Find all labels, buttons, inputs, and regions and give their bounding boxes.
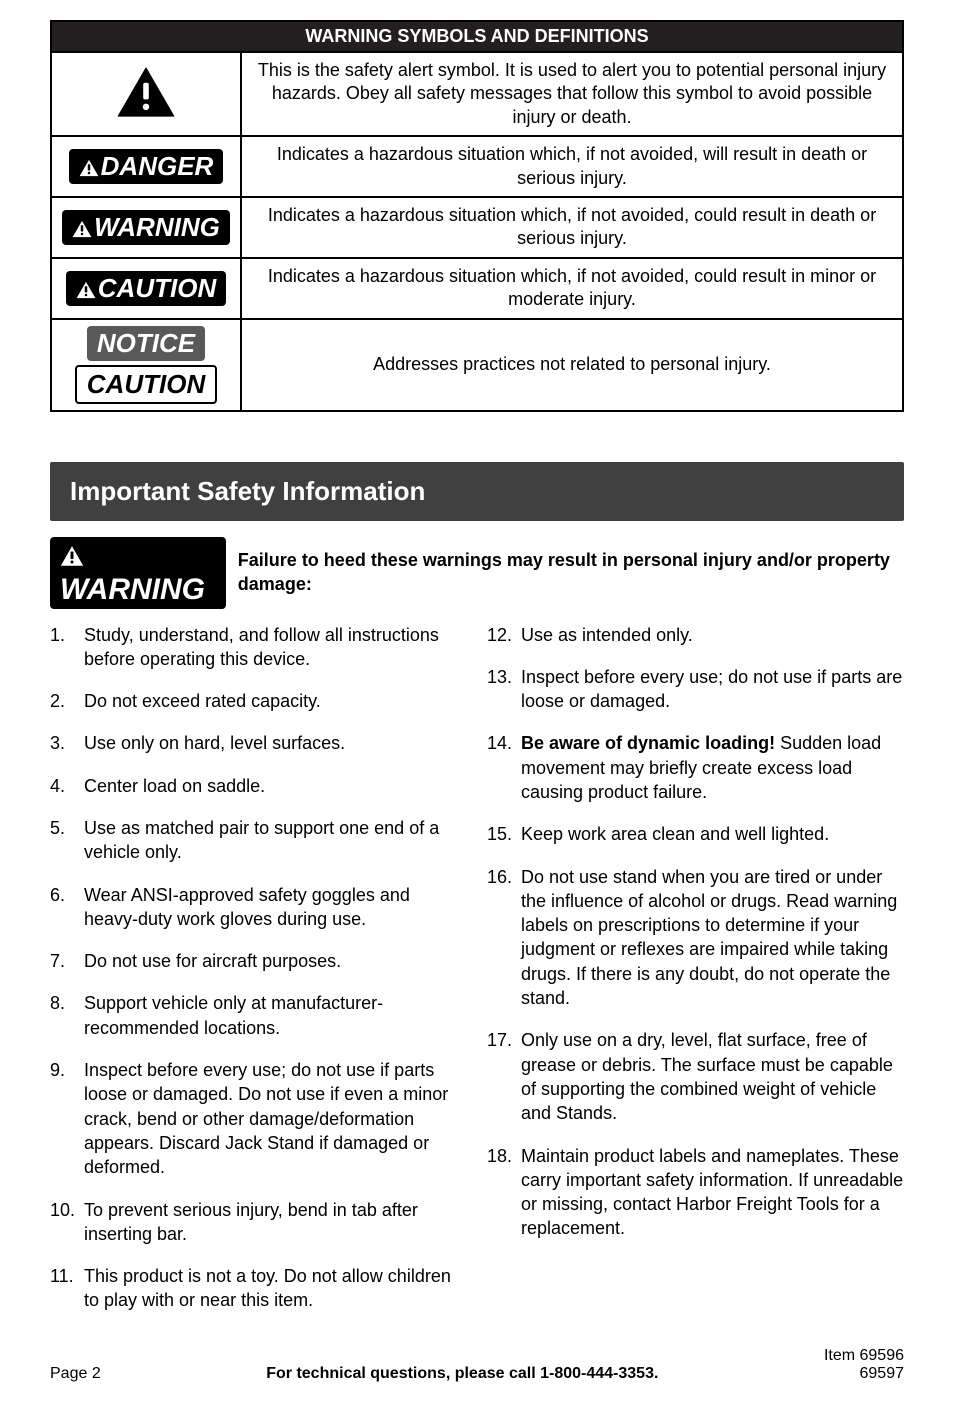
alert-triangle-icon	[72, 220, 92, 238]
left-column: 1.Study, understand, and follow all inst…	[50, 623, 467, 1331]
list-number: 8.	[50, 991, 84, 1040]
list-item: 12.Use as intended only.	[487, 623, 904, 647]
alert-triangle-icon	[79, 159, 99, 177]
caution-white-badge: CAUTION	[75, 365, 217, 404]
warning-desc: Indicates a hazardous situation which, i…	[241, 258, 903, 319]
list-item: 9.Inspect before every use; do not use i…	[50, 1058, 467, 1179]
inline-warning-text: Failure to heed these warnings may resul…	[238, 549, 904, 596]
list-body: To prevent serious injury, bend in tab a…	[84, 1198, 467, 1247]
list-body: Do not use for aircraft purposes.	[84, 949, 467, 973]
list-body: Do not use stand when you are tired or u…	[521, 865, 904, 1011]
table-row: WARNING Indicates a hazardous situation …	[51, 197, 903, 258]
warning-table-header: WARNING SYMBOLS AND DEFINITIONS	[51, 21, 903, 52]
list-body: Use only on hard, level surfaces.	[84, 731, 467, 755]
list-number: 5.	[50, 816, 84, 865]
warning-label: WARNING	[94, 212, 220, 242]
danger-badge-cell: DANGER	[51, 136, 241, 197]
warning-badge: WARNING	[62, 210, 230, 245]
list-body: Maintain product labels and nameplates. …	[521, 1144, 904, 1241]
warning-badge-cell: WARNING	[51, 197, 241, 258]
list-body: Inspect before every use; do not use if …	[521, 665, 904, 714]
list-number: 3.	[50, 731, 84, 755]
list-item: 2.Do not exceed rated capacity.	[50, 689, 467, 713]
list-item: 8.Support vehicle only at manufacturer-r…	[50, 991, 467, 1040]
list-number: 17.	[487, 1028, 521, 1125]
list-item: 11.This product is not a toy. Do not all…	[50, 1264, 467, 1313]
list-number: 12.	[487, 623, 521, 647]
alert-triangle-cell	[51, 52, 241, 136]
list-number: 16.	[487, 865, 521, 1011]
list-body: Center load on saddle.	[84, 774, 467, 798]
list-item: 4.Center load on saddle.	[50, 774, 467, 798]
warning-desc: Addresses practices not related to perso…	[241, 319, 903, 411]
warning-desc: This is the safety alert symbol. It is u…	[241, 52, 903, 136]
safety-list-columns: 1.Study, understand, and follow all inst…	[50, 623, 904, 1331]
list-body: This product is not a toy. Do not allow …	[84, 1264, 467, 1313]
alert-triangle-icon	[116, 66, 176, 118]
list-body: Be aware of dynamic loading! Sudden load…	[521, 731, 904, 804]
footer-item-numbers: Item 69596 69597	[824, 1347, 904, 1383]
inline-warning: WARNING Failure to heed these warnings m…	[50, 537, 904, 609]
list-body: Use as intended only.	[521, 623, 904, 647]
list-number: 7.	[50, 949, 84, 973]
warning-symbols-table: WARNING SYMBOLS AND DEFINITIONS This is …	[50, 20, 904, 412]
alert-triangle-icon	[60, 545, 84, 567]
list-number: 6.	[50, 883, 84, 932]
alert-triangle-icon	[76, 281, 96, 299]
list-number: 18.	[487, 1144, 521, 1241]
list-item: 10.To prevent serious injury, bend in ta…	[50, 1198, 467, 1247]
list-item: 15.Keep work area clean and well lighted…	[487, 822, 904, 846]
list-number: 1.	[50, 623, 84, 672]
table-row: This is the safety alert symbol. It is u…	[51, 52, 903, 136]
warning-desc: Indicates a hazardous situation which, i…	[241, 197, 903, 258]
list-item: 6.Wear ANSI-approved safety goggles and …	[50, 883, 467, 932]
list-body: Do not exceed rated capacity.	[84, 689, 467, 713]
list-body: Support vehicle only at manufacturer-rec…	[84, 991, 467, 1040]
list-number: 11.	[50, 1264, 84, 1313]
list-number: 4.	[50, 774, 84, 798]
list-number: 13.	[487, 665, 521, 714]
list-number: 15.	[487, 822, 521, 846]
danger-label: DANGER	[101, 151, 214, 181]
caution-badge: CAUTION	[66, 271, 226, 306]
table-row: NOTICE CAUTION Addresses practices not r…	[51, 319, 903, 411]
list-body: Wear ANSI-approved safety goggles and he…	[84, 883, 467, 932]
footer-phone: For technical questions, please call 1-8…	[101, 1365, 824, 1383]
notice-badge-cell: NOTICE CAUTION	[51, 319, 241, 411]
list-body: Only use on a dry, level, flat surface, …	[521, 1028, 904, 1125]
list-body: Study, understand, and follow all instru…	[84, 623, 467, 672]
caution-label: CAUTION	[98, 273, 216, 303]
list-body: Inspect before every use; do not use if …	[84, 1058, 467, 1179]
section-title: Important Safety Information	[50, 462, 904, 521]
right-column: 12.Use as intended only.13.Inspect befor…	[487, 623, 904, 1331]
warning-desc: Indicates a hazardous situation which, i…	[241, 136, 903, 197]
list-item: 1.Study, understand, and follow all inst…	[50, 623, 467, 672]
inline-warning-badge: WARNING	[50, 537, 226, 609]
list-item: 17.Only use on a dry, level, flat surfac…	[487, 1028, 904, 1125]
list-number: 14.	[487, 731, 521, 804]
danger-badge: DANGER	[69, 149, 224, 184]
list-item: 3.Use only on hard, level surfaces.	[50, 731, 467, 755]
list-number: 2.	[50, 689, 84, 713]
caution-badge-cell: CAUTION	[51, 258, 241, 319]
table-row: DANGER Indicates a hazardous situation w…	[51, 136, 903, 197]
list-number: 10.	[50, 1198, 84, 1247]
list-item: 5.Use as matched pair to support one end…	[50, 816, 467, 865]
table-row: CAUTION Indicates a hazardous situation …	[51, 258, 903, 319]
footer-page: Page 2	[50, 1365, 101, 1383]
list-item: 16.Do not use stand when you are tired o…	[487, 865, 904, 1011]
list-item: 7.Do not use for aircraft purposes.	[50, 949, 467, 973]
notice-badge: NOTICE	[87, 326, 205, 361]
page-footer: Page 2 For technical questions, please c…	[50, 1347, 904, 1383]
inline-warning-label: WARNING	[60, 573, 205, 606]
list-item: 13.Inspect before every use; do not use …	[487, 665, 904, 714]
list-item: 14.Be aware of dynamic loading! Sudden l…	[487, 731, 904, 804]
list-body: Keep work area clean and well lighted.	[521, 822, 904, 846]
list-item: 18.Maintain product labels and nameplate…	[487, 1144, 904, 1241]
list-body: Use as matched pair to support one end o…	[84, 816, 467, 865]
list-number: 9.	[50, 1058, 84, 1179]
